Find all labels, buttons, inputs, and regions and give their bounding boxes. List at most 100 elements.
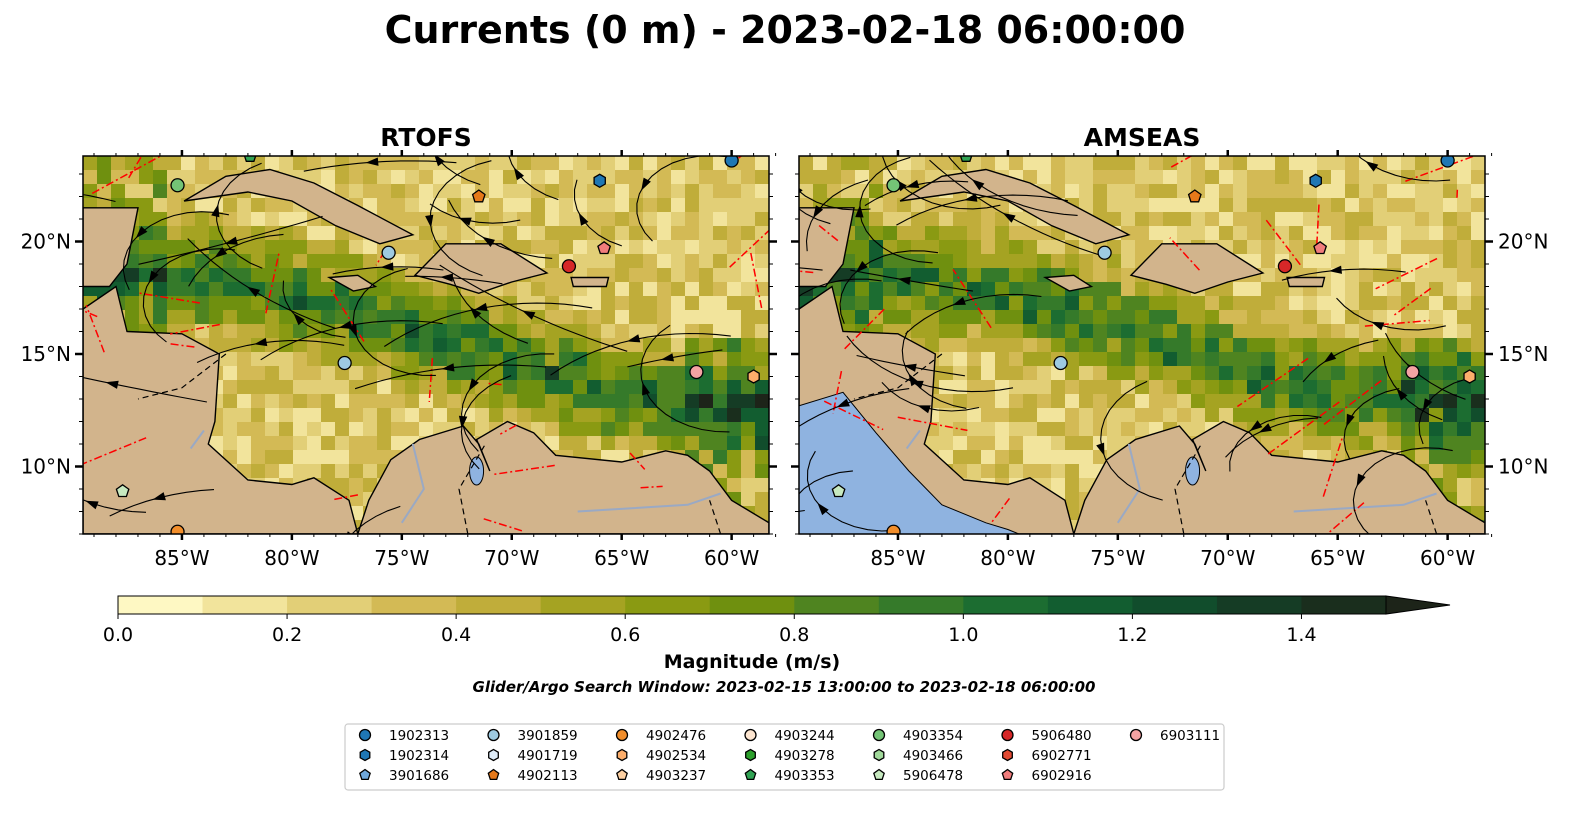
- magnitude-cell: [1205, 352, 1220, 367]
- magnitude-cell: [1457, 394, 1472, 409]
- magnitude-cell: [195, 212, 210, 227]
- magnitude-cell: [911, 156, 926, 171]
- eez-boundary: [629, 452, 646, 470]
- magnitude-cell: [629, 240, 644, 255]
- magnitude-cell: [1233, 338, 1248, 353]
- magnitude-cell: [1457, 338, 1472, 353]
- magnitude-cell: [1219, 352, 1234, 367]
- magnitude-cell: [615, 156, 630, 171]
- streamline: [1336, 297, 1446, 331]
- magnitude-cell: [167, 282, 182, 297]
- magnitude-cell: [279, 212, 294, 227]
- magnitude-cell: [1359, 380, 1374, 395]
- magnitude-cell: [939, 156, 954, 171]
- magnitude-cell: [1037, 310, 1052, 325]
- magnitude-cell: [237, 212, 252, 227]
- streamline-arrow: [85, 500, 99, 510]
- magnitude-cell: [1387, 156, 1402, 171]
- magnitude-cell: [559, 324, 574, 339]
- magnitude-cell: [447, 226, 462, 241]
- magnitude-cell: [139, 170, 154, 185]
- magnitude-cell: [713, 184, 728, 199]
- streamline-arrow: [1323, 352, 1337, 363]
- magnitude-cell: [727, 436, 742, 451]
- magnitude-cell: [349, 338, 364, 353]
- magnitude-cell: [1205, 184, 1220, 199]
- magnitude-cell: [713, 338, 728, 353]
- magnitude-cell: [1023, 408, 1038, 423]
- eez-boundary: [1375, 257, 1438, 290]
- magnitude-cell: [615, 198, 630, 213]
- magnitude-cell: [855, 296, 870, 311]
- magnitude-cell: [307, 226, 322, 241]
- magnitude-cell: [685, 226, 700, 241]
- magnitude-cell: [503, 324, 518, 339]
- magnitude-cell: [181, 268, 196, 283]
- magnitude-cell: [1387, 408, 1402, 423]
- magnitude-cell: [741, 352, 756, 367]
- magnitude-cell: [1177, 198, 1192, 213]
- magnitude-cell: [1317, 366, 1332, 381]
- lon-tick-label: 60°W: [704, 546, 759, 570]
- magnitude-cell: [685, 310, 700, 325]
- magnitude-cell: [489, 212, 504, 227]
- magnitude-cell: [195, 324, 210, 339]
- streamline-arrow: [441, 363, 455, 372]
- magnitude-cell: [223, 282, 238, 297]
- magnitude-cell: [1163, 366, 1178, 381]
- magnitude-cell: [615, 352, 630, 367]
- magnitude-cell: [405, 324, 420, 339]
- magnitude-cell: [671, 422, 686, 437]
- magnitude-cell: [741, 478, 756, 493]
- magnitude-cell: [475, 324, 490, 339]
- magnitude-cell: [265, 450, 280, 465]
- magnitude-cell: [1079, 394, 1094, 409]
- magnitude-cell: [1191, 408, 1206, 423]
- magnitude-cell: [755, 464, 769, 479]
- colorbar-tick-label: 0.0: [103, 624, 133, 646]
- magnitude-cell: [1037, 226, 1052, 241]
- streamline-arrow: [348, 324, 358, 338]
- magnitude-cell: [419, 184, 434, 199]
- legend-label: 5906480: [1032, 728, 1092, 744]
- magnitude-cell: [1205, 212, 1220, 227]
- magnitude-cell: [321, 282, 336, 297]
- magnitude-cell: [433, 282, 448, 297]
- magnitude-cell: [237, 436, 252, 451]
- magnitude-cell: [517, 184, 532, 199]
- magnitude-cell: [1457, 254, 1472, 269]
- magnitude-cell: [587, 240, 602, 255]
- magnitude-cell: [1401, 380, 1416, 395]
- magnitude-cell: [1065, 436, 1080, 451]
- lat-tick-label: 15°N: [1498, 342, 1548, 366]
- magnitude-cell: [1331, 408, 1346, 423]
- magnitude-cell: [1163, 394, 1178, 409]
- magnitude-cell: [1443, 170, 1458, 185]
- streamline-arrow: [1096, 442, 1105, 456]
- magnitude-cell: [265, 156, 280, 171]
- streamline-arrow: [813, 205, 824, 219]
- magnitude-cell: [883, 226, 898, 241]
- magnitude-cell: [1317, 338, 1332, 353]
- magnitude-cell: [883, 310, 898, 325]
- magnitude-cell: [1429, 212, 1444, 227]
- magnitude-cell: [699, 422, 714, 437]
- magnitude-cell: [741, 156, 756, 171]
- magnitude-cell: [1191, 226, 1206, 241]
- magnitude-cell: [1275, 408, 1290, 423]
- magnitude-cell: [1233, 184, 1248, 199]
- magnitude-cell: [545, 338, 560, 353]
- magnitude-cell: [741, 254, 756, 269]
- magnitude-cell: [1023, 240, 1038, 255]
- magnitude-cell: [615, 254, 630, 269]
- magnitude-cell: [573, 310, 588, 325]
- float-marker-3901859: [1097, 245, 1112, 260]
- magnitude-cell: [265, 464, 280, 479]
- magnitude-cell: [1387, 352, 1402, 367]
- streamline-arrow: [522, 310, 536, 320]
- magnitude-cell: [1247, 226, 1262, 241]
- colorbar-segment: [709, 596, 795, 614]
- magnitude-cell: [139, 198, 154, 213]
- magnitude-cell: [321, 338, 336, 353]
- magnitude-cell: [657, 366, 672, 381]
